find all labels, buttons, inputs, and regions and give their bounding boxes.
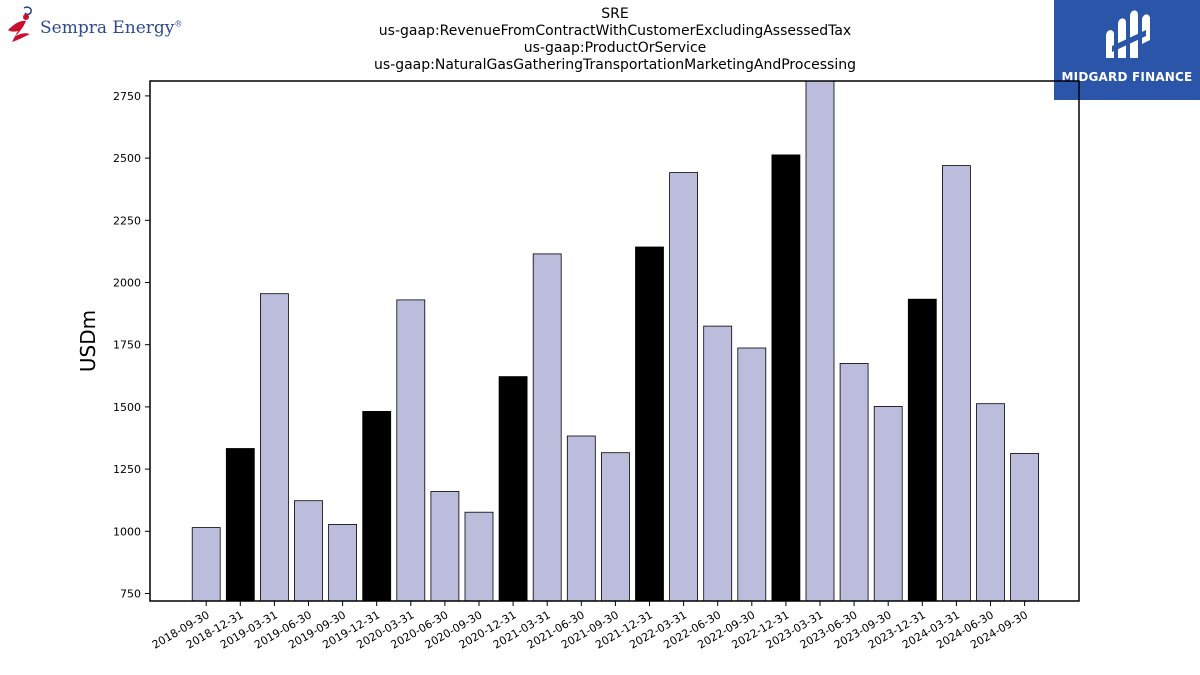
trademark-symbol: ® [174, 19, 183, 29]
bar-2022-06-30 [703, 325, 733, 602]
bar-2020-09-30 [464, 511, 494, 602]
bar-2020-12-31 [498, 376, 528, 602]
midgard-emblem-icon [1106, 10, 1150, 58]
bar-2021-03-31 [532, 253, 562, 602]
bar-2019-12-31 [362, 410, 392, 602]
bar-2024-06-30 [976, 403, 1005, 602]
chart-title: SRE us-gaap:RevenueFromContractWithCusto… [315, 6, 915, 74]
y-tick-label-1500: 1500 [113, 401, 141, 414]
bar-2022-03-31 [669, 172, 698, 602]
sempra-energy-logo: Sempra Energy® [4, 4, 184, 46]
bar-2023-03-31 [805, 80, 835, 602]
bar-2023-09-30 [873, 405, 903, 602]
y-tick-label-2250: 2250 [113, 214, 141, 227]
title-line-axis: us-gaap:ProductOrService [523, 40, 707, 56]
sempra-wordmark-text: Sempra Energy [40, 18, 175, 38]
y-tick-label-2500: 2500 [113, 152, 141, 165]
bar-2022-12-31 [771, 154, 801, 602]
sempra-wordmark: Sempra Energy® [40, 18, 182, 38]
sempra-figure-icon [8, 6, 32, 42]
bars-group [191, 80, 1039, 602]
y-axis: 750 1000 1250 1500 1750 2000 2250 2500 2750 [113, 90, 150, 601]
midgard-wordmark: MIDGARD FINANCE [1061, 70, 1193, 84]
bar-2019-06-30 [294, 500, 323, 602]
bar-2018-12-31 [225, 448, 255, 602]
plot-frame [149, 80, 1080, 602]
bar-2019-03-31 [259, 293, 289, 602]
title-line-member: us-gaap:NaturalGasGatheringTransportatio… [374, 57, 856, 73]
bar-2022-09-30 [737, 347, 767, 602]
x-axis: 2018-09-302018-12-312019-03-312019-06-30… [150, 601, 1030, 652]
y-tick-label-2750: 2750 [113, 90, 141, 103]
y-tick-label-1750: 1750 [113, 339, 141, 352]
bar-2021-12-31 [635, 246, 664, 602]
title-line-concept: us-gaap:RevenueFromContractWithCustomerE… [378, 23, 852, 39]
bar-2024-03-31 [942, 165, 971, 602]
y-tick-label-2000: 2000 [113, 277, 141, 290]
y-tick-label-1250: 1250 [113, 463, 141, 476]
bar-2021-09-30 [601, 452, 630, 602]
bar-2021-06-30 [566, 435, 596, 602]
y-tick-label-750: 750 [120, 588, 141, 601]
bar-2023-06-30 [839, 362, 869, 602]
bar-2020-06-30 [430, 491, 460, 602]
bar-2018-09-30 [191, 527, 221, 602]
bar-2019-09-30 [328, 524, 358, 602]
y-axis-label: USDm [76, 310, 100, 372]
bar-2023-12-31 [907, 298, 937, 602]
bar-2024-09-30 [1010, 453, 1039, 602]
y-tick-label-1000: 1000 [113, 525, 141, 538]
title-line-ticker: SRE [601, 6, 629, 22]
bar-2020-03-31 [396, 299, 426, 602]
